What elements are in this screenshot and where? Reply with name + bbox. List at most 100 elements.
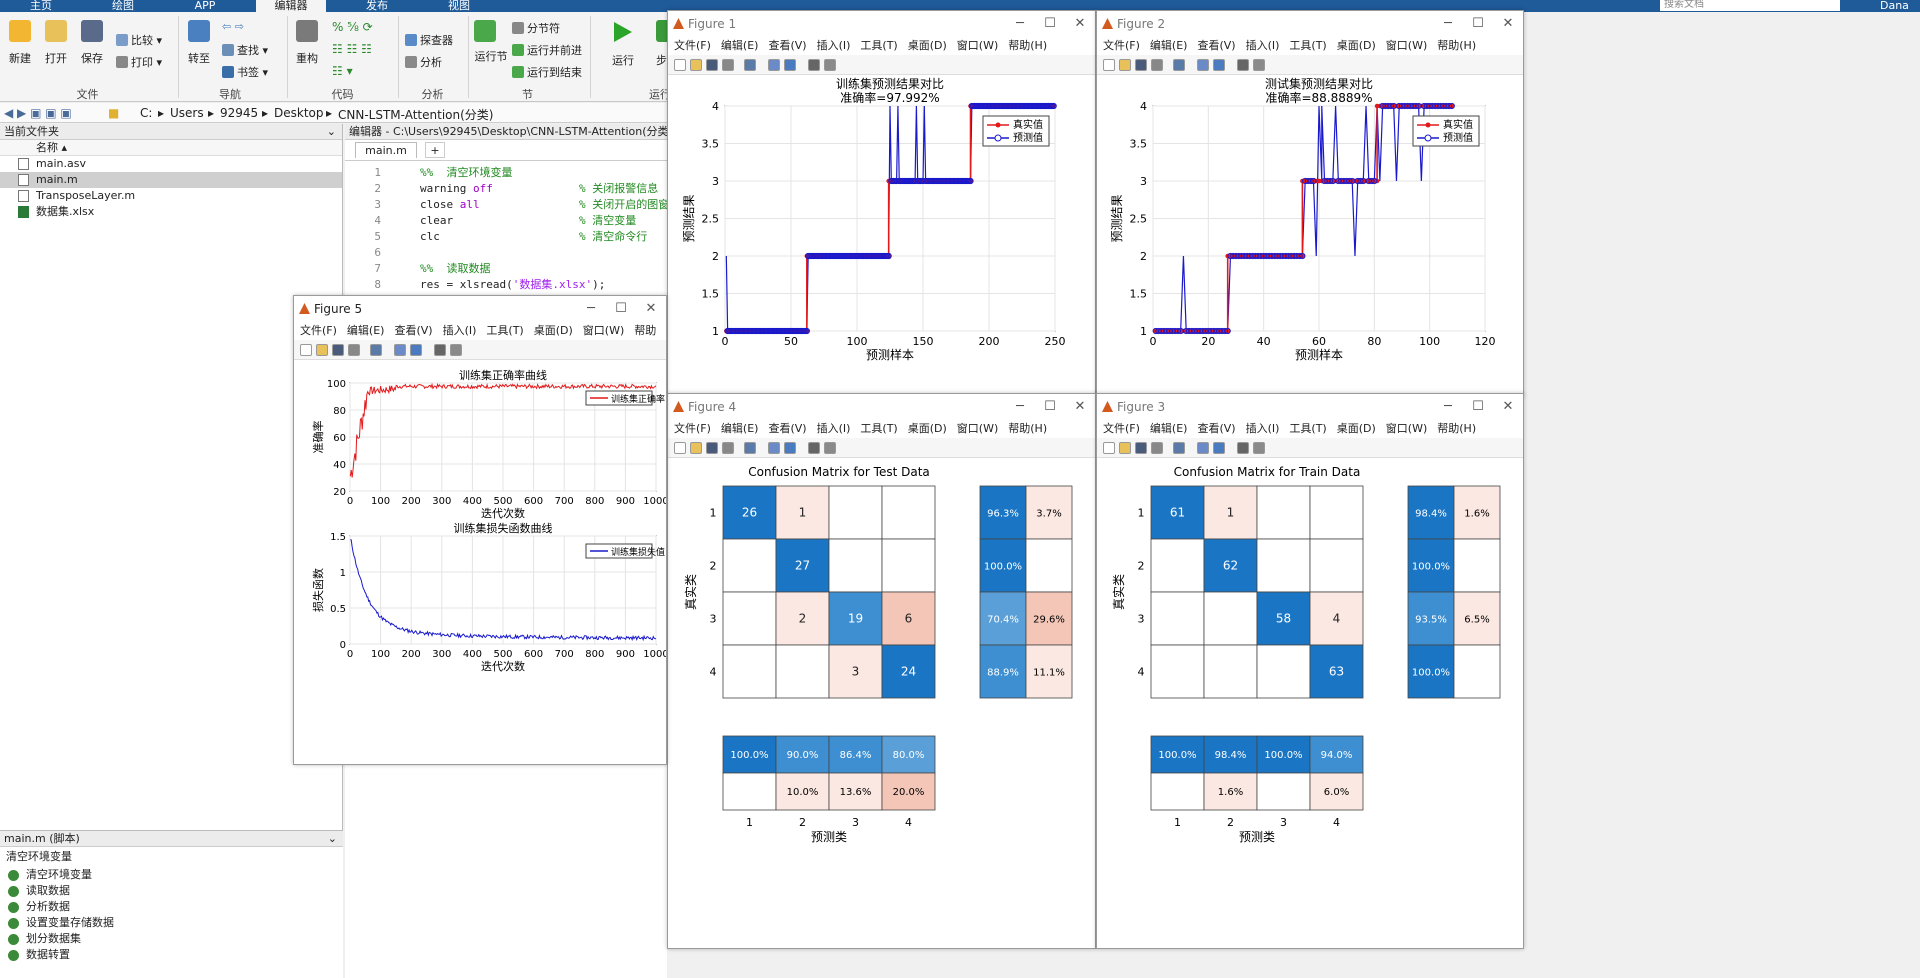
code-line[interactable]: 5 clc % 清空命令行 xyxy=(345,229,667,245)
layout-icon[interactable] xyxy=(1213,59,1225,71)
section-item[interactable]: 读取数据 xyxy=(0,883,343,899)
print-figure-icon[interactable] xyxy=(348,344,360,356)
code-area[interactable]: 1 %% 清空环境变量 2 warning off % 关闭报警信息 3 close al… xyxy=(345,160,669,460)
tab-plots[interactable]: 绘图 xyxy=(112,0,134,12)
save-figure-icon[interactable] xyxy=(332,344,344,356)
figure-menu-item[interactable]: 编辑(E) xyxy=(1149,39,1188,52)
figure-menu-item[interactable]: 编辑(E) xyxy=(720,422,759,435)
run-to-end-button[interactable]: 运行到结束 xyxy=(512,64,582,80)
code-line[interactable]: 3 close all % 关闭开启的图窗 xyxy=(345,197,669,213)
new-figure-icon[interactable] xyxy=(674,59,686,71)
print-figure-icon[interactable] xyxy=(1151,59,1163,71)
new-tab-button[interactable]: + xyxy=(425,142,445,158)
figure-menu-item[interactable]: 文件(F) xyxy=(300,324,337,337)
file-item[interactable]: 数据集.xlsx xyxy=(0,204,342,220)
profiler-button[interactable]: 探查器 xyxy=(405,32,453,48)
pointer-icon[interactable] xyxy=(1237,59,1249,71)
code-line[interactable]: 1 %% 清空环境变量 xyxy=(345,165,667,181)
section-item[interactable]: 分析数据 xyxy=(0,899,343,915)
figure-5-window[interactable]: Figure 5 ─ ☐ ✕ 文件(F) 编辑(E) 查看(V) 插入(I) 工具(T) 桌面… xyxy=(293,295,669,765)
figure-menu-item[interactable]: 文件(F) xyxy=(1103,422,1140,435)
path-folder[interactable]: CNN-LSTM-Attention(分类) xyxy=(338,108,494,122)
print-figure-icon[interactable] xyxy=(1151,442,1163,454)
figure-menu-item[interactable]: 工具(T) xyxy=(860,422,898,435)
figure-menu-item[interactable]: 窗口(W) xyxy=(956,39,999,52)
panel-icon[interactable] xyxy=(1197,59,1209,71)
open-button[interactable]: 打开 xyxy=(45,52,67,65)
link-icon[interactable] xyxy=(744,59,756,71)
maximize-button[interactable]: ☐ xyxy=(1044,399,1056,414)
file-item[interactable]: main.m xyxy=(0,172,342,188)
edit-plot-icon[interactable] xyxy=(450,344,462,356)
close-button[interactable]: ✕ xyxy=(1074,399,1086,414)
compare-button[interactable]: 比较 ▾ xyxy=(116,32,162,48)
new-button[interactable]: 新建 xyxy=(9,52,31,65)
close-button[interactable]: ✕ xyxy=(1074,16,1086,31)
panel-menu-icon[interactable]: ⌄ xyxy=(326,125,336,138)
figure-menu-item[interactable]: 插入(I) xyxy=(816,422,851,435)
tab-home[interactable]: 主页 xyxy=(30,0,52,12)
figure-titlebar[interactable]: Figure 3 ─ ☐ ✕ xyxy=(1097,394,1523,420)
figure-titlebar[interactable]: Figure 4 ─ ☐ ✕ xyxy=(668,394,1095,420)
editor-tab-main[interactable]: main.m xyxy=(355,142,417,158)
figure-menu-item[interactable]: 窗口(W) xyxy=(1385,39,1428,52)
save-figure-icon[interactable] xyxy=(1135,442,1147,454)
figure-menu-item[interactable]: 工具(T) xyxy=(860,39,898,52)
figure-menu-item[interactable]: 查看(V) xyxy=(1197,39,1236,52)
figure-menu-item[interactable]: 帮助(H) xyxy=(1437,39,1477,52)
figure-1-window[interactable]: Figure 1 ─ ☐ ✕ 文件(F) 编辑(E) 查看(V) 插入(I) 工具(T) 桌面… xyxy=(667,10,1096,397)
code-tools-2[interactable]: ☷ ☷ ☷ xyxy=(332,42,372,56)
section-item[interactable]: 设置变量存储数据 xyxy=(0,915,343,931)
open-file-icon[interactable] xyxy=(690,442,702,454)
section-break-button[interactable]: 分节符 xyxy=(512,20,560,36)
link-icon[interactable] xyxy=(1173,59,1185,71)
figure-titlebar[interactable]: Figure 5 ─ ☐ ✕ xyxy=(294,296,666,322)
figure-menu-item[interactable]: 帮助(H) xyxy=(1008,422,1048,435)
minimize-button[interactable]: ─ xyxy=(1016,16,1024,31)
figure-menu-item[interactable]: 查看(V) xyxy=(394,324,433,337)
link-icon[interactable] xyxy=(370,344,382,356)
figure-menu-item[interactable]: 桌面(D) xyxy=(907,422,947,435)
code-tools-3[interactable]: ☷ ▾ xyxy=(332,64,353,78)
panel-icon[interactable] xyxy=(768,59,780,71)
back-forward-buttons[interactable]: ⇦ ⇨ xyxy=(222,20,244,33)
figure-menu-item[interactable]: 窗口(W) xyxy=(1385,422,1428,435)
section-item[interactable]: 划分数据集 xyxy=(0,931,343,947)
figure-menu-item[interactable]: 插入(I) xyxy=(1245,39,1280,52)
file-item[interactable]: TransposeLayer.m xyxy=(0,188,342,204)
code-line[interactable]: 8 res = xlsread('数据集.xlsx'); xyxy=(345,277,667,293)
figure-menu-item[interactable]: 编辑(E) xyxy=(1149,422,1188,435)
tab-view[interactable]: 视图 xyxy=(448,0,470,12)
path-desktop[interactable]: Desktop xyxy=(274,106,324,120)
print-figure-icon[interactable] xyxy=(722,59,734,71)
figure-menu-item[interactable]: 窗口(W) xyxy=(956,422,999,435)
figure-menu-item[interactable]: 桌面(D) xyxy=(907,39,947,52)
figure-menu-item[interactable]: 桌面(D) xyxy=(533,324,573,337)
figure-menu-item[interactable]: 查看(V) xyxy=(1197,422,1236,435)
figure-titlebar[interactable]: Figure 1 ─ ☐ ✕ xyxy=(668,11,1095,37)
layout-icon[interactable] xyxy=(410,344,422,356)
new-figure-icon[interactable] xyxy=(1103,59,1115,71)
figure-menu-item[interactable]: 帮助(H) xyxy=(1437,422,1477,435)
edit-plot-icon[interactable] xyxy=(1253,59,1265,71)
user-name[interactable]: Dana xyxy=(1880,0,1909,12)
nav-arrows[interactable]: ◀ ▶ ▣ ▣ ▣ xyxy=(4,106,72,120)
section-item[interactable]: 数据转置 xyxy=(0,947,343,963)
path-users[interactable]: Users xyxy=(170,106,204,120)
close-button[interactable]: ✕ xyxy=(1502,399,1514,414)
edit-plot-icon[interactable] xyxy=(824,442,836,454)
minimize-button[interactable]: ─ xyxy=(1444,399,1452,414)
figure-menu-item[interactable]: 帮助(H) xyxy=(1008,39,1048,52)
panel-icon[interactable] xyxy=(1197,442,1209,454)
edit-plot-icon[interactable] xyxy=(824,59,836,71)
save-figure-icon[interactable] xyxy=(706,442,718,454)
path-drive[interactable]: C: xyxy=(140,106,153,120)
column-header-name[interactable]: 名称 ▴ xyxy=(0,140,342,156)
run-button[interactable]: 运行 xyxy=(612,54,634,67)
figure-menu-item[interactable]: 工具(T) xyxy=(1289,39,1327,52)
close-button[interactable]: ✕ xyxy=(645,301,657,316)
figure-2-window[interactable]: Figure 2 ─ ☐ ✕ 文件(F) 编辑(E) 查看(V) 插入(I) 工具(T) 桌面… xyxy=(1096,10,1524,397)
path-user[interactable]: 92945 xyxy=(220,106,259,120)
figure-menu-item[interactable]: 文件(F) xyxy=(674,422,711,435)
save-figure-icon[interactable] xyxy=(1135,59,1147,71)
